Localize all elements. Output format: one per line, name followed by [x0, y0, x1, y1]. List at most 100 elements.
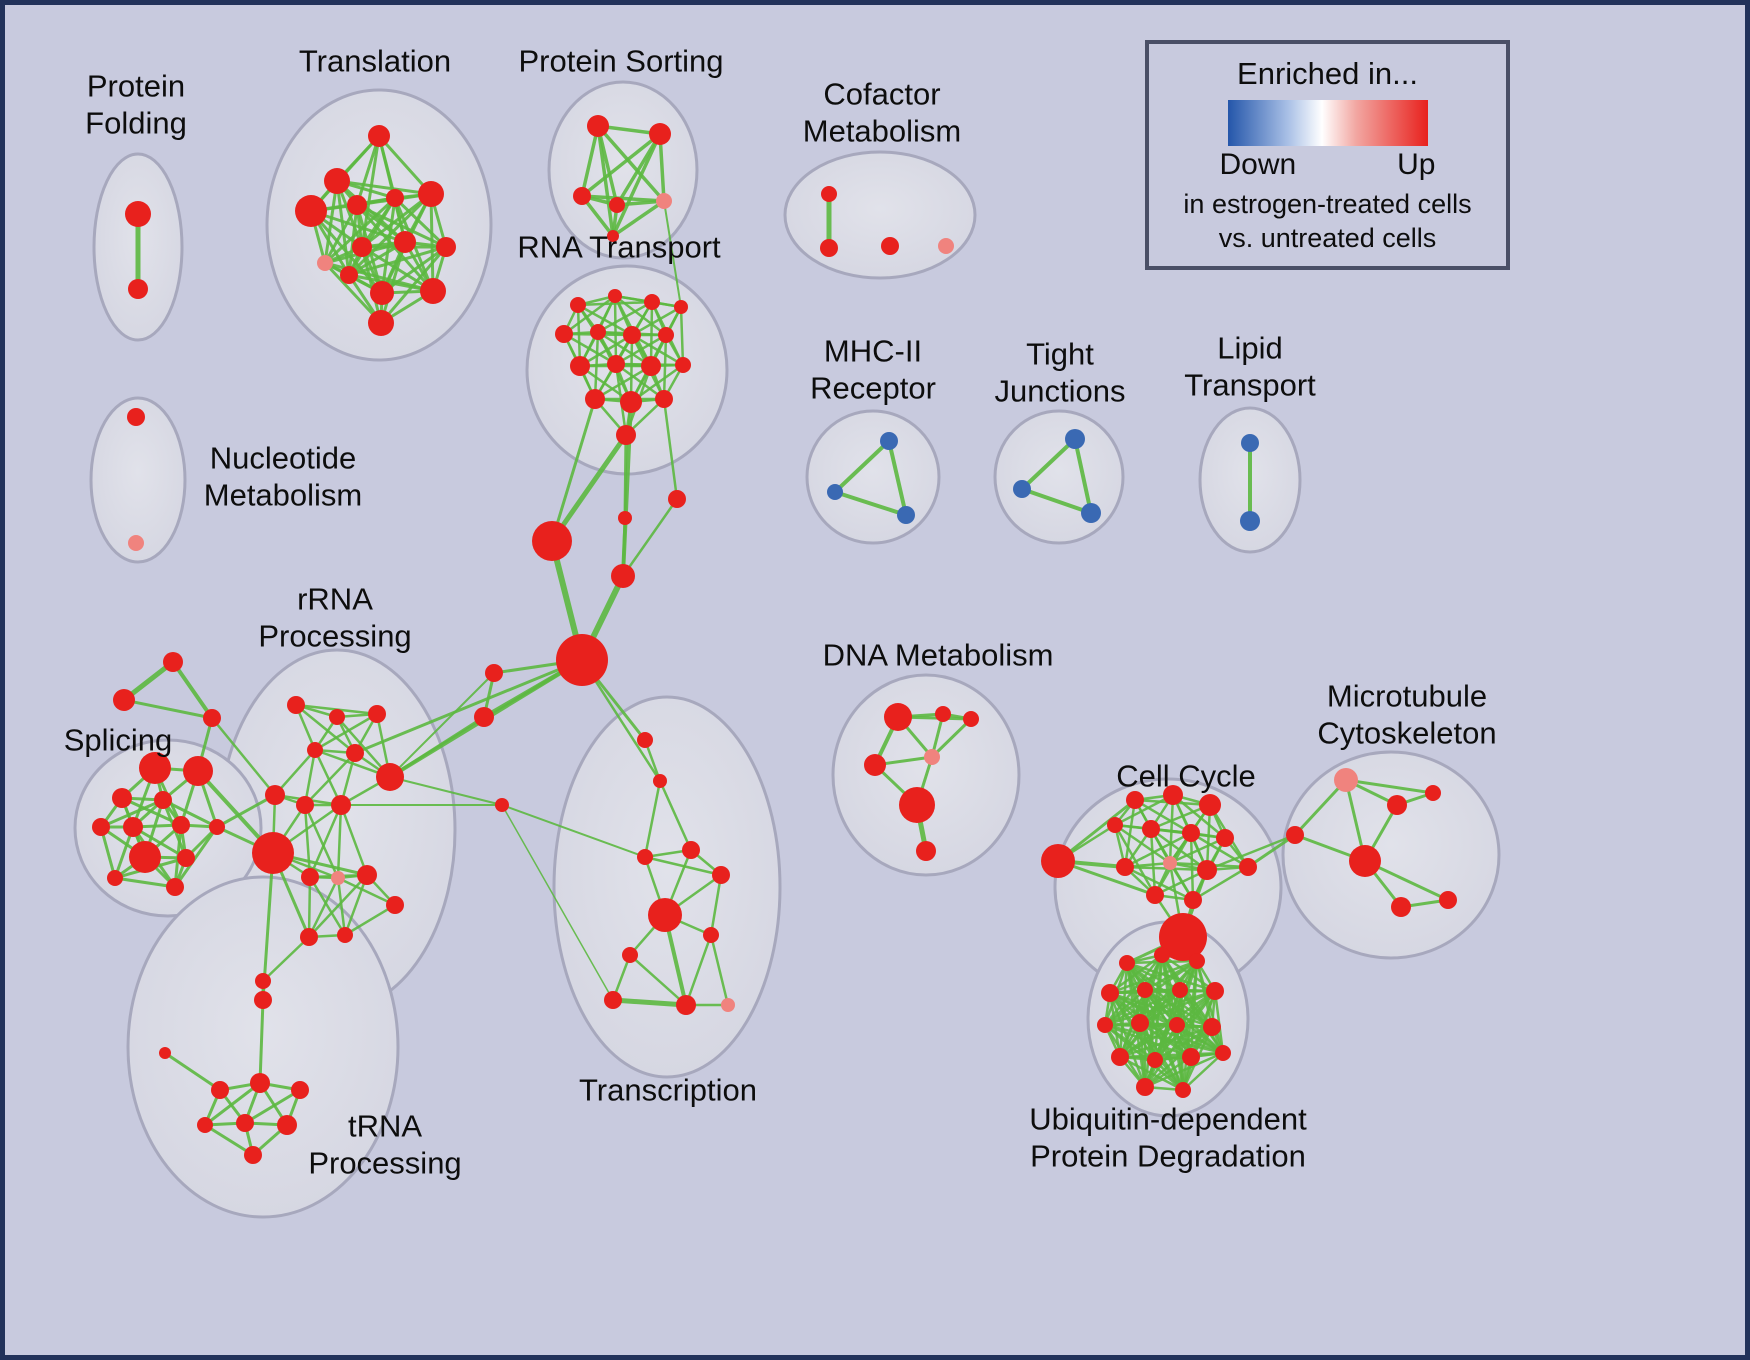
edge: [1020, 437, 1077, 491]
node-translation.8: [352, 237, 372, 257]
edge: [628, 953, 688, 1007]
edge: [593, 364, 653, 401]
edge: [171, 660, 214, 720]
edge: [347, 273, 435, 293]
node-cell-cycle.14: [1159, 913, 1207, 961]
edge: [1143, 1051, 1225, 1089]
edge: [113, 876, 177, 889]
node-hub2: [556, 634, 608, 686]
edge: [1143, 989, 1217, 1089]
node-dna-metabolism.2: [963, 711, 979, 727]
node-rrna-processing.1: [329, 709, 345, 725]
edge: [596, 300, 654, 334]
node-rna-transport.5: [590, 324, 606, 340]
node-ubiquitin-degradation.5: [1172, 982, 1188, 998]
node-translation.3: [347, 195, 367, 215]
edge: [303, 803, 340, 880]
edge: [1020, 487, 1093, 515]
edge: [307, 876, 340, 939]
node-microtubule-cytoskeleton.1: [1387, 795, 1407, 815]
edge: [663, 200, 682, 308]
node-transcription.0: [637, 732, 653, 748]
edge: [303, 748, 317, 807]
node-rna-transport.7: [658, 327, 674, 343]
edge: [173, 825, 219, 889]
cluster-ellipse-nucleotide-metabolism: [89, 396, 187, 564]
node-rrna-processing.5: [376, 763, 404, 791]
edge: [1168, 793, 1175, 865]
edge: [1056, 859, 1157, 897]
edge: [1113, 793, 1175, 827]
edge: [679, 305, 685, 367]
legend-title: Enriched in...: [1237, 56, 1418, 91]
edge: [1103, 989, 1217, 1027]
edge: [501, 804, 646, 858]
node-rna-transport.9: [607, 355, 625, 373]
edge: [611, 199, 666, 238]
node-ubiquitin-degradation.11: [1111, 1048, 1129, 1066]
cluster-ellipse-trna-processing: [126, 875, 400, 1219]
node-splicing.0: [139, 752, 171, 784]
node-cell-cycle.13: [1184, 891, 1202, 909]
node-protein-sorting.0: [587, 115, 609, 137]
edge: [610, 997, 689, 1008]
edge: [347, 192, 433, 277]
cluster-ellipse-protein-sorting: [547, 80, 699, 260]
edge: [360, 192, 433, 249]
edge: [122, 698, 214, 720]
node-rrna-processing.3: [307, 742, 323, 758]
node-protein-sorting.1: [649, 123, 671, 145]
edge: [1143, 1055, 1193, 1089]
node-trna-processing.6: [277, 1115, 297, 1135]
node-rna-transport.14: [655, 390, 673, 408]
edge: [393, 196, 448, 249]
node-tg1: [163, 652, 183, 672]
edge: [360, 245, 435, 293]
node-ubiquitin-degradation.1: [1154, 947, 1170, 963]
node-trna-processing.8: [159, 1047, 171, 1059]
node-ubiquitin-degradation.9: [1169, 1017, 1185, 1033]
node-xl1: [485, 664, 503, 682]
node-dna-metabolism.4: [924, 749, 940, 765]
edge: [614, 333, 668, 366]
edge: [621, 497, 679, 578]
cluster-ellipse-microtubule-cytoskeleton: [1281, 750, 1501, 960]
node-protein-folding.0: [125, 201, 151, 227]
node-trna-processing.7: [244, 1146, 262, 1164]
node-transcription.6: [703, 927, 719, 943]
node-trna-processing.0: [254, 991, 272, 1009]
node-trna-processing.3: [291, 1081, 309, 1099]
node-rna-transport.13: [620, 391, 642, 413]
node-trna-processing.1: [211, 1081, 229, 1099]
node-rrna-processing.15: [300, 928, 318, 946]
node-translation.2: [295, 195, 327, 227]
node-protein-sorting.2: [573, 187, 591, 205]
node-ubiquitin-degradation.3: [1101, 984, 1119, 1002]
node-dna-metabolism.3: [864, 754, 886, 776]
edge: [313, 748, 343, 807]
node-transcription.9: [676, 995, 696, 1015]
node-microtubule-cytoskeleton.4: [1439, 891, 1457, 909]
network-svg: [73, 80, 1501, 1219]
node-splicing.3: [154, 791, 172, 809]
edge: [1246, 833, 1297, 869]
edge: [1149, 827, 1157, 897]
edge: [1138, 989, 1217, 1025]
edge: [709, 873, 723, 937]
node-rna-transport.4: [555, 325, 573, 343]
node-mhc-ii-receptor.1: [827, 484, 843, 500]
legend-range-labels: Down Up: [1220, 148, 1436, 182]
cluster-ellipse-cofactor-metabolism: [783, 150, 977, 280]
node-rrna-processing.9: [252, 832, 294, 874]
edge: [323, 203, 359, 265]
node-cell-cycle.3: [1199, 794, 1221, 816]
edge: [578, 333, 634, 368]
nodes-layer: [92, 115, 1457, 1164]
edge: [550, 397, 597, 543]
edge: [210, 716, 277, 797]
edge: [323, 196, 397, 265]
edge: [611, 132, 662, 238]
node-dna-metabolism.5: [899, 787, 935, 823]
edge: [161, 798, 219, 829]
